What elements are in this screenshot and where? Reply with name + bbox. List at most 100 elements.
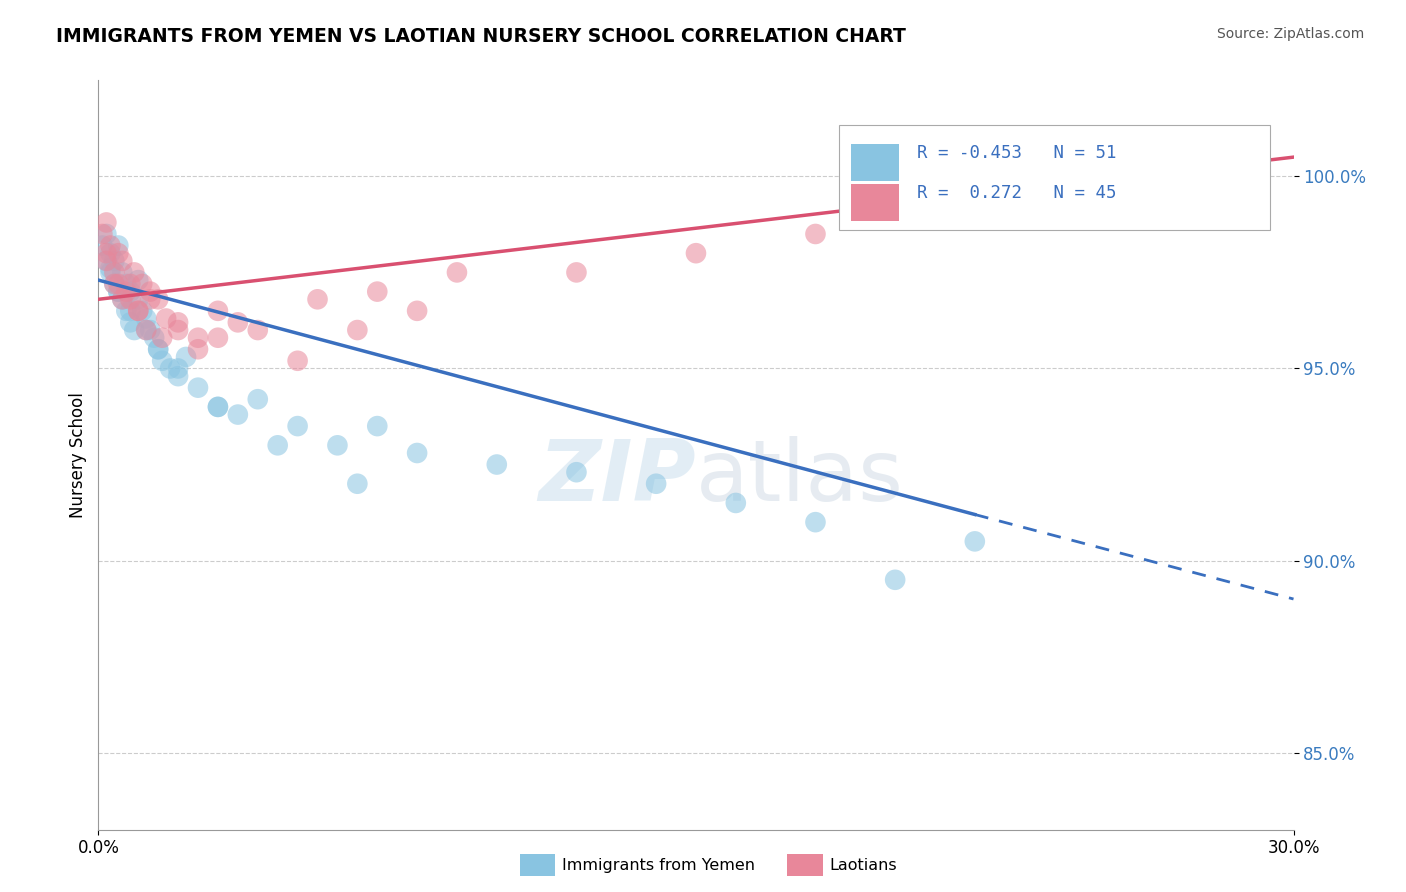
- Point: [96, 215, 118, 229]
- Point: [127, 303, 149, 318]
- Point: [685, 246, 707, 260]
- Point: [131, 277, 153, 291]
- Point: [127, 273, 149, 287]
- Point: [98, 238, 122, 252]
- Point: [187, 331, 209, 345]
- Text: R =  0.272   N = 45: R = 0.272 N = 45: [917, 184, 1116, 202]
- Point: [565, 265, 588, 279]
- Point: [346, 323, 368, 337]
- Point: [150, 331, 173, 345]
- Point: [884, 573, 907, 587]
- Point: [565, 465, 588, 479]
- Point: [127, 303, 149, 318]
- Point: [124, 323, 146, 337]
- Point: [226, 315, 249, 329]
- FancyBboxPatch shape: [852, 144, 900, 181]
- Point: [326, 438, 349, 452]
- Point: [135, 311, 157, 326]
- Point: [174, 350, 197, 364]
- FancyBboxPatch shape: [852, 184, 900, 221]
- Point: [107, 246, 129, 260]
- Point: [139, 285, 162, 299]
- Point: [148, 343, 170, 357]
- Point: [107, 277, 129, 291]
- Point: [111, 293, 134, 307]
- Point: [287, 419, 309, 434]
- Text: atlas: atlas: [696, 436, 904, 519]
- Text: Source: ZipAtlas.com: Source: ZipAtlas.com: [1216, 27, 1364, 41]
- Point: [246, 323, 269, 337]
- Point: [724, 496, 747, 510]
- Point: [148, 293, 170, 307]
- Point: [159, 361, 181, 376]
- Point: [107, 285, 129, 299]
- Point: [207, 400, 229, 414]
- Point: [103, 277, 125, 291]
- Point: [115, 303, 138, 318]
- Point: [1163, 169, 1185, 184]
- Point: [307, 293, 329, 307]
- Point: [115, 285, 138, 299]
- Point: [366, 285, 388, 299]
- Point: [111, 253, 134, 268]
- Point: [150, 353, 173, 368]
- Point: [120, 285, 142, 299]
- Point: [143, 331, 166, 345]
- Point: [111, 265, 134, 279]
- Point: [366, 419, 388, 434]
- Point: [406, 446, 429, 460]
- Text: Immigrants from Yemen: Immigrants from Yemen: [562, 858, 755, 872]
- Point: [103, 253, 125, 268]
- Point: [485, 458, 508, 472]
- Point: [103, 277, 125, 291]
- Point: [346, 476, 368, 491]
- Point: [131, 303, 153, 318]
- Point: [645, 476, 668, 491]
- Point: [124, 265, 146, 279]
- Point: [167, 315, 190, 329]
- Point: [446, 265, 468, 279]
- Point: [98, 246, 122, 260]
- Point: [120, 293, 142, 307]
- Point: [139, 293, 162, 307]
- Point: [127, 293, 149, 307]
- Point: [187, 381, 209, 395]
- Point: [406, 303, 429, 318]
- Text: ZIP: ZIP: [538, 436, 696, 519]
- Point: [115, 277, 138, 291]
- Point: [96, 227, 118, 241]
- Point: [120, 303, 142, 318]
- Point: [207, 400, 229, 414]
- Point: [1243, 161, 1265, 176]
- Point: [167, 369, 190, 384]
- Point: [804, 227, 827, 241]
- Point: [1043, 188, 1066, 202]
- Point: [924, 208, 946, 222]
- Point: [107, 285, 129, 299]
- Point: [120, 315, 142, 329]
- Point: [167, 323, 190, 337]
- Point: [135, 323, 157, 337]
- Point: [96, 253, 118, 268]
- Point: [120, 277, 142, 291]
- Point: [207, 303, 229, 318]
- Point: [139, 323, 162, 337]
- Text: Laotians: Laotians: [830, 858, 897, 872]
- Point: [804, 515, 827, 529]
- Point: [187, 343, 209, 357]
- Point: [135, 323, 157, 337]
- Text: R = -0.453   N = 51: R = -0.453 N = 51: [917, 144, 1116, 162]
- Point: [155, 311, 177, 326]
- Point: [96, 253, 118, 268]
- Point: [246, 392, 269, 407]
- Point: [207, 331, 229, 345]
- Point: [267, 438, 290, 452]
- Point: [91, 227, 114, 241]
- Point: [226, 408, 249, 422]
- Point: [91, 238, 114, 252]
- Point: [167, 361, 190, 376]
- Point: [111, 293, 134, 307]
- Point: [107, 238, 129, 252]
- Point: [103, 265, 125, 279]
- Point: [963, 534, 986, 549]
